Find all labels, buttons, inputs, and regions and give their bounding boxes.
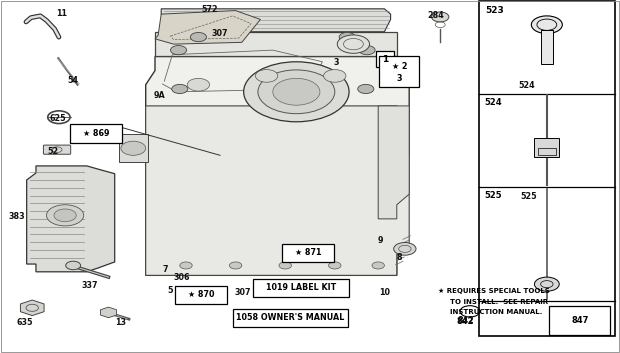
Text: 7: 7 — [163, 265, 168, 274]
Polygon shape — [155, 32, 397, 56]
Text: 9: 9 — [378, 235, 383, 245]
Text: ★ 871: ★ 871 — [295, 248, 321, 257]
Bar — [541, 30, 553, 64]
Polygon shape — [378, 106, 409, 219]
Polygon shape — [161, 9, 391, 32]
Bar — [534, 138, 559, 157]
Bar — [281, 244, 335, 262]
Text: 10: 10 — [379, 288, 390, 298]
Text: eReplacementParts.com: eReplacementParts.com — [157, 184, 320, 197]
Text: 625: 625 — [50, 114, 66, 124]
Text: ★ 2: ★ 2 — [392, 62, 407, 71]
Circle shape — [258, 70, 335, 114]
Circle shape — [339, 32, 355, 42]
Circle shape — [121, 141, 146, 155]
Circle shape — [229, 262, 242, 269]
Text: 13: 13 — [115, 318, 126, 328]
Circle shape — [394, 243, 416, 255]
Text: 9A: 9A — [154, 91, 166, 100]
Circle shape — [190, 32, 206, 42]
Text: 842: 842 — [456, 317, 474, 326]
Bar — [69, 124, 123, 143]
Text: 284: 284 — [427, 11, 445, 20]
Polygon shape — [146, 56, 409, 275]
Bar — [175, 286, 228, 304]
Circle shape — [324, 70, 346, 82]
Text: TO INSTALL.  SEE REPAIR: TO INSTALL. SEE REPAIR — [450, 299, 548, 305]
Text: ★ 869: ★ 869 — [83, 129, 109, 138]
FancyBboxPatch shape — [43, 145, 71, 154]
Bar — [479, 1, 615, 336]
Text: 847: 847 — [571, 316, 588, 325]
Text: 1058 OWNER'S MANUAL: 1058 OWNER'S MANUAL — [236, 313, 344, 322]
Text: 8: 8 — [396, 253, 402, 262]
Text: 337: 337 — [82, 281, 98, 290]
Circle shape — [46, 205, 84, 226]
Text: 572: 572 — [202, 5, 218, 14]
Polygon shape — [119, 134, 148, 162]
Text: 5: 5 — [167, 286, 172, 295]
Circle shape — [279, 262, 291, 269]
Text: 52: 52 — [48, 146, 59, 156]
Text: INSTRUCTION MANUAL.: INSTRUCTION MANUAL. — [450, 310, 542, 315]
Text: 1019 LABEL KIT: 1019 LABEL KIT — [266, 283, 337, 292]
Circle shape — [273, 78, 320, 105]
Bar — [379, 56, 419, 87]
Text: 383: 383 — [9, 211, 25, 221]
Circle shape — [66, 261, 81, 270]
Circle shape — [255, 70, 278, 82]
Circle shape — [531, 16, 562, 34]
Bar — [253, 279, 350, 297]
Text: 11: 11 — [56, 9, 68, 18]
Text: 524: 524 — [519, 81, 535, 90]
Text: 307: 307 — [235, 288, 251, 298]
Circle shape — [534, 277, 559, 291]
Text: 523: 523 — [485, 6, 503, 15]
Circle shape — [170, 46, 187, 55]
Bar — [538, 148, 556, 155]
Circle shape — [432, 12, 449, 22]
Circle shape — [180, 262, 192, 269]
Circle shape — [358, 84, 374, 94]
Text: 54: 54 — [67, 76, 78, 85]
Circle shape — [54, 209, 76, 222]
Circle shape — [359, 46, 375, 55]
Text: 3: 3 — [334, 58, 339, 67]
Circle shape — [372, 262, 384, 269]
Text: 524: 524 — [485, 98, 502, 107]
Circle shape — [172, 84, 188, 94]
Bar — [549, 306, 610, 335]
Text: 525: 525 — [520, 192, 536, 202]
Text: 525: 525 — [485, 191, 502, 200]
Circle shape — [244, 62, 349, 122]
Text: 307: 307 — [212, 29, 228, 38]
Text: ★ REQUIRES SPECIAL TOOLS: ★ REQUIRES SPECIAL TOOLS — [438, 288, 549, 294]
Circle shape — [337, 35, 370, 53]
Polygon shape — [146, 106, 409, 275]
Bar — [233, 309, 347, 327]
Text: ★ 870: ★ 870 — [188, 290, 214, 299]
Polygon shape — [155, 11, 260, 44]
Text: 842: 842 — [458, 316, 475, 325]
Text: 1: 1 — [382, 55, 388, 64]
Circle shape — [187, 78, 210, 91]
Text: 3: 3 — [397, 74, 402, 83]
Text: 635: 635 — [17, 318, 33, 328]
Bar — [376, 51, 394, 67]
Polygon shape — [27, 166, 115, 272]
Text: 306: 306 — [174, 273, 190, 282]
Circle shape — [329, 262, 341, 269]
